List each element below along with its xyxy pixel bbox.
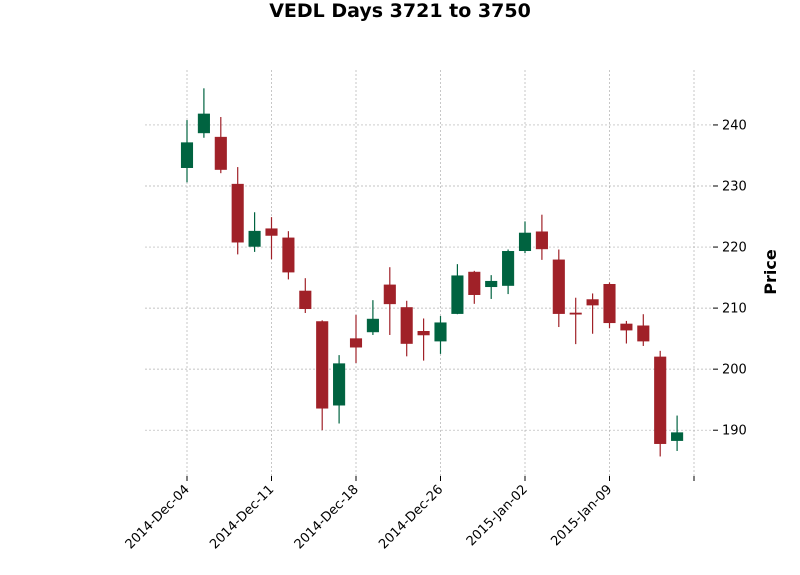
y-tick-label: 190 bbox=[722, 424, 747, 439]
candle-down bbox=[265, 217, 278, 260]
candle-down bbox=[535, 214, 548, 260]
candle-body bbox=[637, 325, 650, 342]
y-tick-label: 240 bbox=[722, 118, 747, 133]
candle-body bbox=[333, 363, 346, 406]
x-tick-label: 2015-Jan-09 bbox=[548, 482, 615, 549]
candle-body bbox=[417, 331, 430, 336]
candle-body bbox=[502, 251, 515, 286]
candle-body bbox=[620, 323, 633, 331]
candle-up bbox=[451, 264, 464, 315]
candle-body bbox=[366, 318, 379, 333]
y-tick-label: 220 bbox=[722, 241, 747, 256]
candle-down bbox=[603, 282, 616, 329]
x-tick-label: 2014-Dec-11 bbox=[207, 482, 277, 552]
candle-body bbox=[248, 230, 261, 247]
candle-down bbox=[282, 231, 295, 280]
candle-body bbox=[434, 322, 447, 342]
candles bbox=[180, 88, 684, 457]
candle-body bbox=[671, 432, 684, 441]
candle-down bbox=[316, 320, 329, 431]
candle-down bbox=[231, 167, 244, 255]
candle-down bbox=[417, 318, 430, 361]
y-axis: 190 200 210 220 230 240 bbox=[713, 118, 747, 439]
candle-body bbox=[231, 183, 244, 243]
y-tick-label: 230 bbox=[722, 180, 747, 195]
candle-down bbox=[620, 320, 633, 344]
candle-body bbox=[586, 299, 599, 306]
candle-body bbox=[518, 232, 532, 252]
candle-down bbox=[468, 270, 481, 304]
candle-up bbox=[434, 316, 447, 354]
candle-down bbox=[349, 314, 363, 364]
candle-body bbox=[535, 231, 548, 250]
candle-body bbox=[282, 237, 295, 273]
candle-up bbox=[180, 120, 194, 183]
y-tick-label: 200 bbox=[722, 363, 747, 378]
candle-down bbox=[552, 249, 565, 328]
candle-up bbox=[518, 221, 532, 254]
chart-title: VEDL Days 3721 to 3750 bbox=[269, 0, 531, 22]
candle-body bbox=[349, 338, 363, 348]
candle-body bbox=[214, 136, 227, 170]
candle-up bbox=[671, 415, 684, 451]
y-tick-label: 210 bbox=[722, 302, 747, 317]
candle-body bbox=[197, 113, 210, 134]
candle-down bbox=[637, 314, 650, 346]
candle-body bbox=[316, 321, 329, 409]
candle-down bbox=[586, 293, 599, 334]
x-tick-label: 2015-Jan-02 bbox=[464, 482, 531, 549]
candle-body bbox=[180, 142, 194, 168]
candle-body bbox=[265, 228, 278, 236]
candle-up bbox=[502, 249, 515, 295]
candle-down bbox=[214, 117, 227, 174]
candle-body bbox=[552, 259, 565, 314]
candle-body bbox=[383, 284, 396, 305]
x-tick-label: 2014-Dec-18 bbox=[292, 482, 362, 552]
candle-body bbox=[299, 290, 312, 310]
candle-up bbox=[366, 300, 379, 335]
candle-down bbox=[569, 297, 582, 345]
candle-up bbox=[333, 355, 346, 424]
candle-up bbox=[197, 88, 210, 138]
y-axis-label: Price bbox=[761, 249, 780, 295]
candle-body bbox=[603, 283, 616, 324]
candle-body bbox=[400, 307, 413, 344]
candle-up bbox=[485, 275, 498, 299]
candle-up bbox=[248, 212, 261, 252]
candle-body bbox=[451, 275, 464, 314]
candle-down bbox=[654, 350, 667, 457]
x-tick-label: 2014-Dec-26 bbox=[376, 482, 446, 552]
x-tick-label: 2014-Dec-04 bbox=[123, 482, 193, 552]
candle-body bbox=[485, 280, 498, 288]
x-axis: 2014-Dec-04 2014-Dec-11 2014-Dec-18 2014-De… bbox=[123, 476, 695, 552]
candle-body bbox=[569, 312, 582, 315]
candle-down bbox=[400, 300, 413, 357]
candle-down bbox=[383, 267, 396, 335]
candle-down bbox=[299, 278, 312, 313]
candle-body bbox=[654, 356, 667, 444]
candle-body bbox=[468, 271, 481, 295]
grid bbox=[145, 70, 713, 476]
